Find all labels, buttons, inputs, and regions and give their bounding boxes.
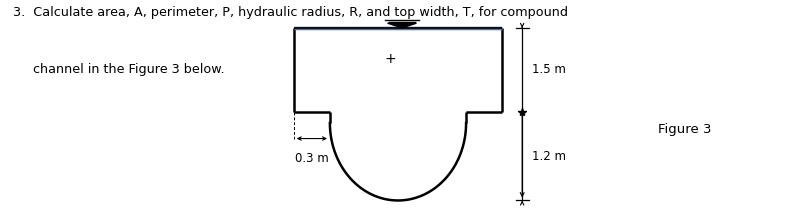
Text: Figure 3: Figure 3 [658, 123, 711, 136]
Polygon shape [387, 23, 416, 28]
Text: channel in the Figure 3 below.: channel in the Figure 3 below. [14, 63, 225, 76]
Text: 0.3 m: 0.3 m [295, 152, 328, 165]
Text: 1.2 m: 1.2 m [531, 150, 565, 163]
Text: +: + [384, 52, 395, 66]
Text: 3.  Calculate area, A, perimeter, P, hydraulic radius, R, and top width, T, for : 3. Calculate area, A, perimeter, P, hydr… [14, 6, 568, 19]
Text: 1.5 m: 1.5 m [531, 63, 565, 76]
